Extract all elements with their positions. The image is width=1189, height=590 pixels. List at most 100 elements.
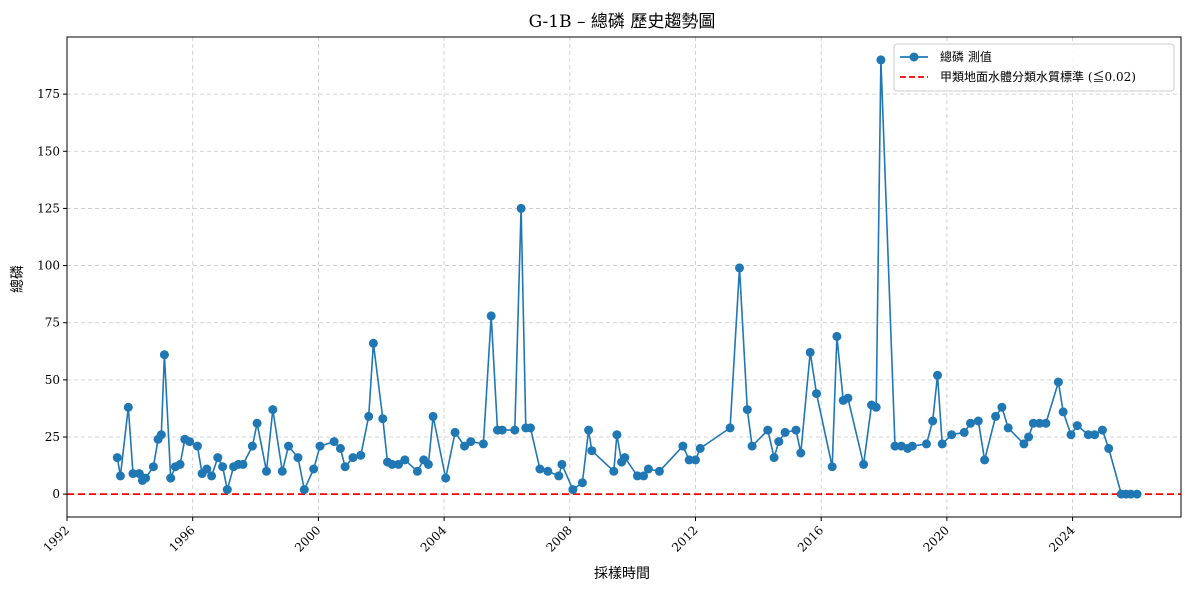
data-point bbox=[428, 411, 438, 421]
data-point bbox=[859, 459, 869, 469]
data-point bbox=[159, 350, 169, 360]
data-point bbox=[1132, 489, 1142, 499]
data-point bbox=[423, 459, 433, 469]
data-point bbox=[348, 453, 358, 463]
data-point bbox=[577, 478, 587, 488]
data-point bbox=[166, 473, 176, 483]
x-tick-label: 2008 bbox=[543, 523, 574, 554]
data-point bbox=[128, 469, 138, 479]
legend-series-label: 總磷 測值 bbox=[940, 49, 992, 64]
data-point bbox=[997, 402, 1007, 412]
data-point bbox=[478, 439, 488, 449]
data-point bbox=[933, 370, 942, 380]
data-point bbox=[928, 416, 938, 426]
data-point bbox=[262, 466, 271, 476]
data-point bbox=[466, 437, 476, 447]
y-axis-title: 總磷 bbox=[9, 265, 26, 293]
y-tick-label: 100 bbox=[37, 259, 60, 273]
chart-title: G-1B – 總磷 歷史趨勢圖 bbox=[529, 12, 716, 32]
data-point bbox=[1066, 430, 1076, 440]
data-point bbox=[277, 466, 287, 476]
data-point bbox=[695, 443, 705, 453]
data-point bbox=[148, 462, 158, 472]
data-point bbox=[252, 418, 262, 428]
data-point bbox=[973, 416, 983, 426]
data-point bbox=[725, 423, 735, 433]
data-point bbox=[827, 462, 837, 472]
data-point bbox=[742, 405, 752, 415]
data-point bbox=[1053, 377, 1063, 387]
data-point bbox=[202, 464, 212, 474]
series-group bbox=[112, 55, 1142, 499]
data-point bbox=[568, 485, 578, 495]
data-point bbox=[238, 459, 248, 469]
data-point bbox=[293, 453, 303, 463]
data-point bbox=[368, 338, 378, 348]
y-tick-label: 150 bbox=[37, 144, 60, 158]
data-point bbox=[1104, 443, 1114, 453]
data-point bbox=[387, 459, 397, 469]
legend: 總磷 測值 甲類地面水體分類水質標準 (≦0.02) bbox=[893, 43, 1175, 92]
data-point bbox=[510, 425, 520, 435]
legend-reference-label: 甲類地面水體分類水質標準 (≦0.02) bbox=[940, 69, 1136, 84]
series-line bbox=[116, 59, 1137, 495]
data-point bbox=[134, 469, 144, 479]
data-point bbox=[1035, 418, 1045, 428]
data-point bbox=[796, 448, 806, 458]
y-tick-label: 0 bbox=[52, 487, 60, 501]
data-point bbox=[543, 466, 553, 476]
data-point bbox=[609, 466, 619, 476]
data-point bbox=[832, 331, 842, 341]
data-point bbox=[535, 464, 545, 474]
data-point bbox=[315, 441, 325, 451]
y-tick-label: 75 bbox=[45, 316, 60, 330]
data-point bbox=[691, 455, 700, 465]
data-point bbox=[612, 430, 622, 440]
data-point bbox=[587, 446, 597, 456]
y-tick-label: 175 bbox=[37, 87, 60, 101]
data-point bbox=[460, 441, 469, 451]
data-point bbox=[394, 459, 403, 469]
data-point bbox=[654, 466, 664, 476]
data-point bbox=[1028, 418, 1038, 428]
data-point bbox=[890, 441, 900, 451]
data-point bbox=[516, 203, 526, 213]
grid bbox=[66, 37, 1181, 517]
data-point bbox=[991, 411, 1001, 421]
data-point bbox=[584, 425, 594, 435]
data-point bbox=[299, 485, 309, 495]
data-point bbox=[247, 441, 257, 451]
data-point bbox=[218, 462, 228, 472]
x-tick-label: 1996 bbox=[166, 523, 197, 554]
data-point bbox=[1072, 421, 1082, 431]
data-point bbox=[222, 485, 232, 495]
data-point bbox=[175, 459, 185, 469]
data-point bbox=[526, 423, 535, 433]
data-point bbox=[185, 437, 195, 447]
data-point bbox=[115, 471, 125, 481]
x-tick-label: 2024 bbox=[1046, 523, 1078, 555]
data-point bbox=[378, 414, 388, 424]
data-point bbox=[192, 441, 202, 451]
data-point bbox=[1041, 418, 1051, 428]
y-tick-label: 25 bbox=[45, 430, 60, 444]
data-point bbox=[412, 466, 422, 476]
x-axis: 1992 1996 2000 2004 2008 2012 2016 2020 2024 bbox=[41, 517, 1078, 555]
data-point bbox=[1090, 430, 1100, 440]
data-point bbox=[335, 443, 345, 453]
data-point bbox=[620, 453, 630, 463]
data-point bbox=[497, 425, 507, 435]
data-point bbox=[763, 425, 773, 435]
data-point bbox=[554, 471, 564, 481]
data-point bbox=[947, 430, 957, 440]
data-point bbox=[112, 453, 122, 463]
data-point bbox=[400, 455, 410, 465]
x-tick-label: 2012 bbox=[669, 523, 700, 554]
y-tick-label: 50 bbox=[45, 373, 60, 387]
data-point bbox=[1126, 489, 1136, 499]
data-point bbox=[643, 464, 653, 474]
data-point bbox=[735, 263, 744, 273]
data-point bbox=[1003, 423, 1013, 433]
data-point bbox=[207, 471, 217, 481]
